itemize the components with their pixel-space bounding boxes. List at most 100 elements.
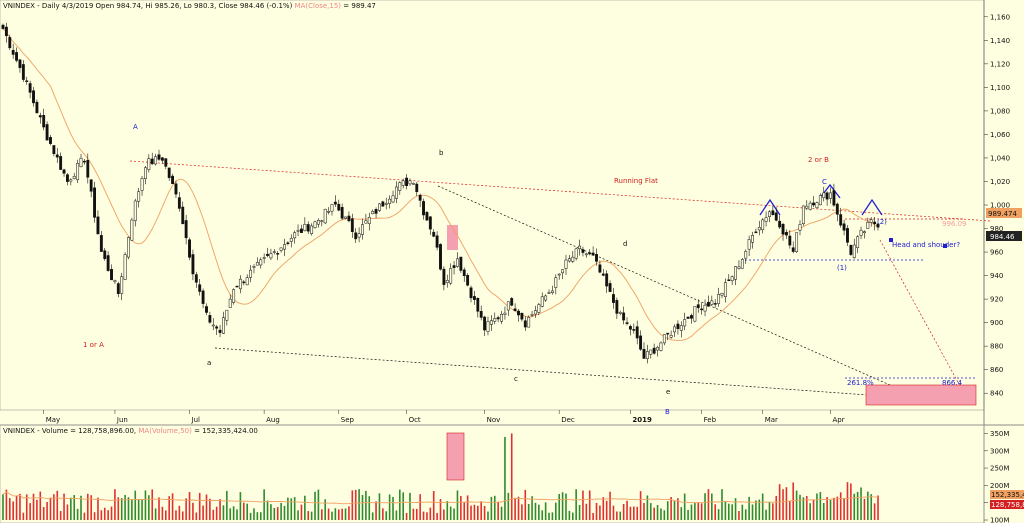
candle-body [869,219,873,223]
volume-bar [487,511,489,520]
candle-body [513,308,517,312]
volume-bar [510,433,513,520]
candle-body [873,221,877,225]
candle-body [472,296,476,300]
volume-bar [304,495,306,520]
time-tick-label: 2019 [632,416,652,424]
candle-body [605,273,609,287]
candle-body [598,264,602,273]
candle-body [422,201,425,216]
volume-bar [53,494,55,520]
candle-body [194,274,198,283]
volume-bar [568,510,571,520]
volume-bar [361,494,364,520]
candle-body [839,214,843,226]
volume-bars [2,433,879,520]
label-fib-price: 866.4 [942,379,963,387]
candle-body [147,158,151,170]
candle-body [93,187,97,218]
volume-bar [239,492,242,520]
ma-value-text: 989.474 [988,210,1017,218]
volume-bar [124,494,126,520]
candle-body [710,300,714,305]
candle-body [133,200,137,221]
candle-body [852,244,856,259]
price-tick-label: 940 [990,272,1003,280]
volume-bar [673,500,676,520]
candle-body [4,26,8,37]
volume-bar [697,502,700,520]
candle-body [289,238,293,242]
volume-panel[interactable] [0,424,985,523]
head-shoulder-left-peak [759,198,781,216]
volume-bar [649,503,652,520]
volume-bar [565,493,567,520]
volume-bar [195,512,198,520]
candle-body [652,347,656,354]
candle-body [601,273,605,276]
candle-body [357,233,361,238]
volume-bar [449,506,452,520]
candle-body [534,310,537,315]
candle-body [347,215,351,222]
candle-body [120,276,124,294]
volume-bar [242,502,245,520]
candle-body [320,220,324,222]
volume-bar [463,502,466,520]
volume-bar [643,502,645,520]
annotation-labels: A 1 or A b a Running Flat c d e B 2 or B… [83,123,967,416]
candle-body [544,295,548,301]
candle-body [662,334,666,344]
candle-body [262,257,266,259]
volume-spike-box [446,432,465,481]
trendlines [129,160,991,403]
candle-body [734,266,737,280]
candle-body [666,332,670,335]
volume-bar [15,495,18,520]
volume-bar [154,508,157,520]
volume-bar [612,505,615,520]
candle-body [127,237,130,258]
candles [1,22,880,364]
candle-body [89,179,93,192]
volume-bar [592,513,594,520]
ma15-line [2,28,879,342]
candle-body [469,287,473,299]
candle-body [228,298,232,308]
volume-bar [388,494,391,520]
candle-body [76,162,80,181]
volume-bar [5,489,8,520]
candle-body [740,259,744,269]
head-shoulder-marker-end [943,244,947,248]
volume-bar [809,503,811,520]
candle-body [829,192,832,199]
volume-bar [22,512,25,520]
candle-body [408,180,412,185]
candle-body [506,301,510,311]
volume-bar [717,509,720,520]
volume-bar [477,505,479,520]
candle-body [520,312,524,320]
candle-body [266,253,269,256]
candle-body [459,256,463,271]
candle-body [154,156,158,165]
label-B: B [665,408,670,416]
volume-bar [409,492,411,520]
volume-bar [578,505,581,520]
candle-body [805,205,809,209]
candle-body [79,157,83,167]
candle-body [177,197,181,209]
close-value-tag [986,231,1022,241]
volume-bar [219,499,221,520]
volume-bar [317,489,320,520]
candle-body [683,319,687,327]
volume-bar [402,492,404,520]
price-tick-label: 1,060 [990,131,1010,139]
volume-bar [524,489,527,520]
volume-bar [727,503,730,520]
price-legend: VNINDEX - Daily 4/3/2019 Open 984.74, Hi… [3,2,376,10]
volume-bar [331,511,333,520]
volume-bar [198,492,201,520]
volume-bar [473,504,476,520]
